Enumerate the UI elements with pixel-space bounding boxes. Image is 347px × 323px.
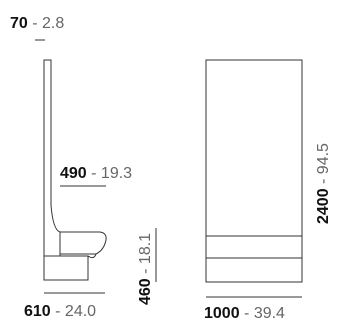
dim-sep: - <box>137 264 154 279</box>
dim-back-thickness: 70 - 2.8 <box>10 16 64 32</box>
dim-sep: - <box>27 15 43 32</box>
dim-imperial: 19.3 <box>100 165 133 182</box>
dim-metric: 610 <box>24 303 51 320</box>
side-seat-cushion <box>60 231 107 255</box>
dim-imperial: 18.1 <box>137 232 154 265</box>
dim-side-depth: 610 - 24.0 <box>24 304 96 320</box>
dim-metric: 2400 <box>315 188 332 224</box>
dim-seat-depth: 490 - 19.3 <box>60 166 132 182</box>
dim-seat-height: 460 - 18.1 <box>137 232 154 305</box>
dim-imperial: 24.0 <box>64 303 97 320</box>
dim-sep: - <box>239 305 254 322</box>
dim-sep: - <box>86 165 101 182</box>
dim-imperial: 39.4 <box>253 305 285 322</box>
side-back-panel <box>43 59 61 257</box>
dim-sep: - <box>315 174 332 189</box>
dim-imperial: 94.5 <box>315 143 332 175</box>
front-panel <box>205 59 303 283</box>
dim-metric: 70 <box>10 15 28 32</box>
dim-metric: 1000 <box>204 305 240 322</box>
side-base-curve <box>87 253 97 259</box>
side-base <box>43 255 89 281</box>
dim-metric: 490 <box>60 165 87 182</box>
dim-total-height: 2400 - 94.5 <box>315 143 332 224</box>
dim-metric: 460 <box>137 278 154 305</box>
dim-imperial: 2.8 <box>42 15 65 32</box>
dim-front-width: 1000 - 39.4 <box>204 306 285 322</box>
dim-sep: - <box>50 303 65 320</box>
